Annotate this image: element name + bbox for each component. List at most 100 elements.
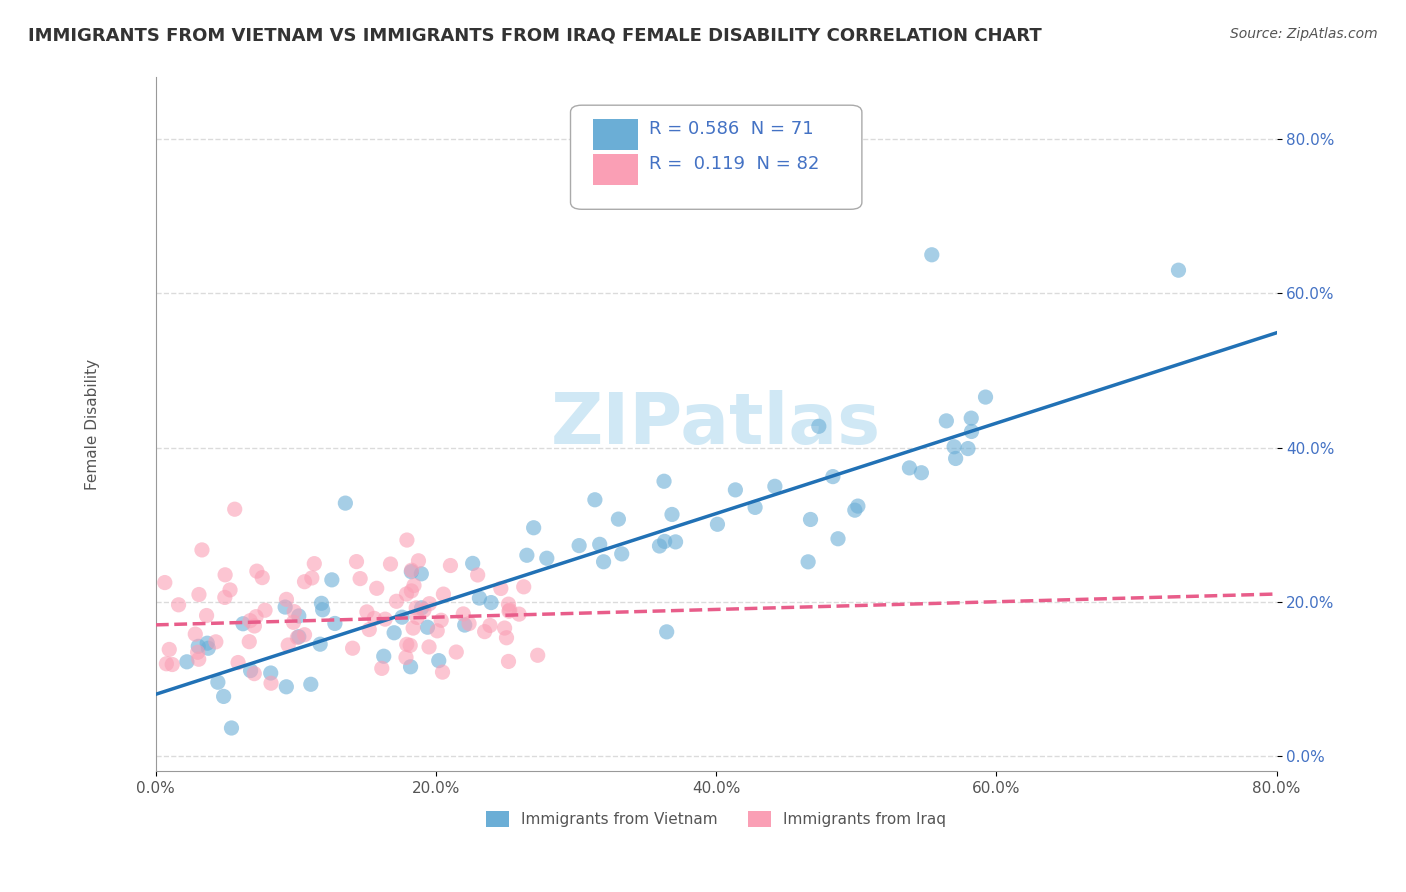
Point	[467, 568, 489, 582]
Point	[479, 596, 502, 610]
Point	[411, 600, 433, 615]
Point	[960, 411, 983, 425]
Point	[399, 660, 422, 674]
Point	[516, 548, 538, 562]
Point	[246, 564, 269, 578]
Point	[363, 611, 385, 625]
Point	[197, 641, 219, 656]
Point	[195, 608, 218, 623]
Y-axis label: Female Disability: Female Disability	[86, 359, 100, 490]
Point	[960, 425, 983, 439]
Point	[187, 640, 209, 654]
Point	[366, 582, 388, 596]
Legend: Immigrants from Vietnam, Immigrants from Iraq: Immigrants from Vietnam, Immigrants from…	[479, 805, 952, 833]
Point	[453, 607, 475, 621]
Point	[224, 502, 246, 516]
Point	[160, 657, 183, 672]
Point	[232, 616, 254, 631]
Point	[499, 603, 522, 617]
Point	[956, 442, 979, 456]
Point	[299, 677, 322, 691]
Point	[283, 615, 305, 630]
Point	[416, 620, 439, 634]
Point	[461, 557, 484, 571]
Point	[468, 591, 491, 605]
Point	[526, 648, 548, 663]
Point	[474, 624, 496, 639]
Point	[418, 597, 440, 611]
Point	[426, 624, 449, 638]
Point	[212, 690, 235, 704]
Point	[498, 597, 520, 611]
Point	[335, 496, 357, 510]
Point	[807, 419, 830, 434]
Point	[157, 642, 180, 657]
Point	[395, 650, 418, 665]
Point	[323, 616, 346, 631]
Point	[607, 512, 630, 526]
Point	[495, 631, 517, 645]
Point	[243, 619, 266, 633]
Point	[974, 390, 997, 404]
Point	[214, 591, 236, 605]
Point	[402, 578, 425, 592]
Point	[844, 503, 866, 517]
Point	[498, 655, 520, 669]
Point	[243, 666, 266, 681]
Point	[1167, 263, 1189, 277]
Point	[260, 676, 283, 690]
Text: ZIPatlas: ZIPatlas	[551, 390, 882, 458]
Point	[311, 603, 333, 617]
Point	[395, 533, 418, 547]
Point	[592, 555, 614, 569]
Point	[589, 537, 612, 551]
Point	[724, 483, 747, 497]
Point	[910, 466, 932, 480]
Point	[356, 605, 378, 619]
Point	[418, 640, 440, 654]
Point	[489, 582, 512, 596]
Point	[523, 521, 546, 535]
Point	[406, 610, 429, 624]
Text: Source: ZipAtlas.com: Source: ZipAtlas.com	[1230, 27, 1378, 41]
Point	[610, 547, 633, 561]
Point	[304, 557, 326, 571]
Text: R = 0.586  N = 71: R = 0.586 N = 71	[650, 120, 814, 138]
Point	[283, 605, 305, 619]
Point	[238, 634, 260, 648]
Point	[664, 534, 686, 549]
Point	[294, 628, 316, 642]
Point	[427, 654, 450, 668]
Point	[401, 583, 423, 598]
Point	[205, 635, 228, 649]
Point	[652, 475, 675, 489]
Point	[349, 572, 371, 586]
Point	[187, 645, 209, 659]
Point	[309, 637, 332, 651]
Point	[373, 649, 395, 664]
Point	[408, 554, 430, 568]
Point	[943, 440, 966, 454]
Point	[401, 565, 423, 579]
Point	[439, 558, 461, 573]
Point	[187, 588, 209, 602]
Text: R =  0.119  N = 82: R = 0.119 N = 82	[650, 155, 820, 173]
Point	[276, 592, 298, 607]
FancyBboxPatch shape	[571, 105, 862, 210]
Point	[374, 612, 396, 626]
Point	[167, 598, 190, 612]
Point	[239, 614, 262, 628]
Point	[430, 613, 453, 627]
Point	[253, 603, 276, 617]
Point	[399, 639, 422, 653]
Point	[395, 637, 418, 651]
Point	[359, 623, 381, 637]
Point	[288, 609, 311, 624]
FancyBboxPatch shape	[593, 119, 638, 150]
Point	[846, 499, 869, 513]
Point	[277, 638, 299, 652]
Point	[184, 627, 207, 641]
Point	[827, 532, 849, 546]
Point	[219, 582, 242, 597]
Point	[195, 636, 218, 650]
